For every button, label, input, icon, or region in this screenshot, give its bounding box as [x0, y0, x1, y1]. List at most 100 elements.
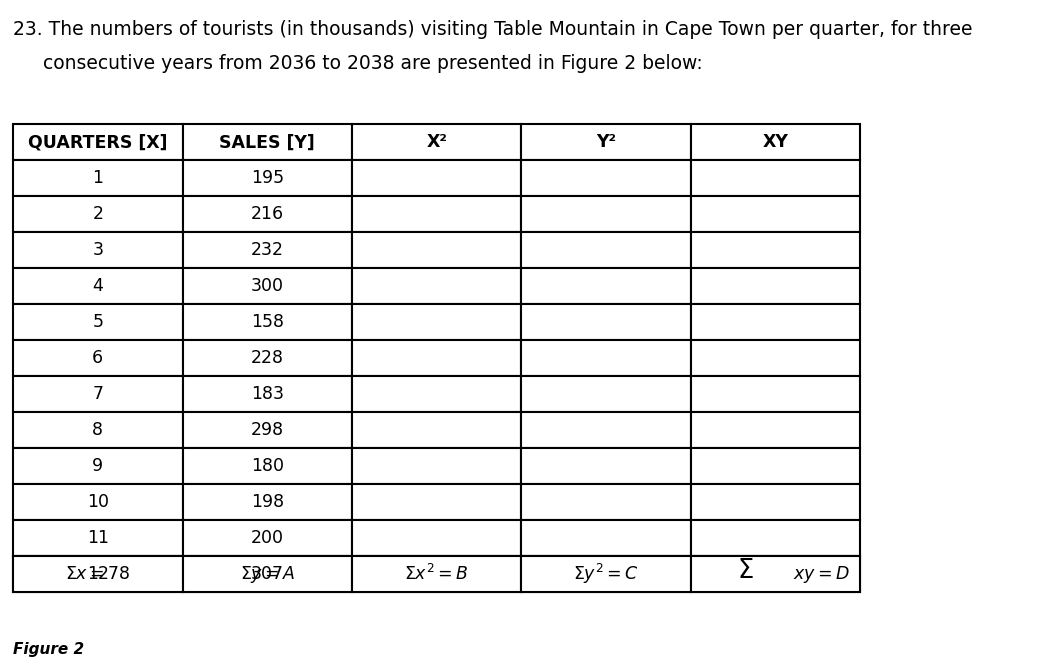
Bar — [691, 340, 861, 376]
Text: $\Sigma x = 78$: $\Sigma x = 78$ — [65, 565, 131, 583]
Bar — [352, 304, 521, 340]
Bar — [521, 556, 691, 592]
Bar — [521, 304, 691, 340]
Text: $\Sigma x^2 = B$: $\Sigma x^2 = B$ — [405, 564, 469, 585]
Text: 180: 180 — [251, 458, 283, 475]
Bar — [13, 413, 183, 448]
Bar — [13, 233, 183, 268]
Bar — [521, 196, 691, 233]
Text: 7: 7 — [92, 385, 104, 403]
Bar — [521, 376, 691, 413]
Text: 23. The numbers of tourists (in thousands) visiting Table Mountain in Cape Town : 23. The numbers of tourists (in thousand… — [13, 20, 973, 39]
Text: 158: 158 — [251, 313, 283, 331]
Text: $\Sigma$: $\Sigma$ — [737, 558, 754, 584]
Text: 298: 298 — [251, 421, 283, 439]
Text: 216: 216 — [251, 206, 283, 223]
Bar — [691, 304, 861, 340]
Bar — [352, 556, 521, 592]
Bar — [521, 340, 691, 376]
Bar — [13, 556, 183, 592]
Bar — [13, 448, 183, 485]
Bar — [352, 124, 521, 161]
Bar — [521, 268, 691, 304]
Bar — [352, 233, 521, 268]
Bar — [691, 413, 861, 448]
Bar — [352, 520, 521, 556]
Text: $\Sigma y = A$: $\Sigma y = A$ — [240, 564, 295, 585]
Bar — [352, 268, 521, 304]
Bar — [183, 520, 352, 556]
Bar — [521, 161, 691, 196]
Text: 200: 200 — [251, 530, 283, 547]
Text: XY: XY — [763, 133, 789, 151]
Bar — [13, 520, 183, 556]
Text: 195: 195 — [251, 169, 283, 187]
Text: 1: 1 — [92, 169, 104, 187]
Bar — [691, 376, 861, 413]
Bar — [13, 268, 183, 304]
Text: 10: 10 — [87, 493, 109, 511]
Text: 198: 198 — [251, 493, 283, 511]
Bar — [691, 268, 861, 304]
Bar — [691, 556, 861, 592]
Bar — [13, 376, 183, 413]
Bar — [13, 161, 183, 196]
Bar — [521, 233, 691, 268]
Bar — [13, 556, 183, 592]
Bar — [183, 340, 352, 376]
Bar — [521, 556, 691, 592]
Bar — [13, 304, 183, 340]
Bar — [521, 485, 691, 520]
Bar — [691, 485, 861, 520]
Bar — [691, 520, 861, 556]
Bar — [352, 556, 521, 592]
Bar — [691, 556, 861, 592]
Text: $xy = D$: $xy = D$ — [793, 564, 850, 585]
Text: 300: 300 — [251, 278, 283, 295]
Text: 3: 3 — [92, 241, 104, 259]
Bar — [521, 413, 691, 448]
Text: 11: 11 — [87, 530, 109, 547]
Text: QUARTERS [X]: QUARTERS [X] — [28, 133, 167, 151]
Text: 307: 307 — [251, 565, 283, 583]
Text: 8: 8 — [92, 421, 104, 439]
Bar — [352, 413, 521, 448]
Bar — [352, 340, 521, 376]
Text: 9: 9 — [92, 458, 104, 475]
Bar — [352, 448, 521, 485]
Bar — [183, 268, 352, 304]
Bar — [183, 556, 352, 592]
Bar — [521, 448, 691, 485]
Bar — [13, 485, 183, 520]
Bar — [183, 556, 352, 592]
Bar — [352, 376, 521, 413]
Text: 228: 228 — [251, 349, 283, 368]
Bar — [183, 161, 352, 196]
Bar — [691, 448, 861, 485]
Text: 6: 6 — [92, 349, 104, 368]
Bar — [13, 196, 183, 233]
Bar — [183, 233, 352, 268]
Bar — [183, 196, 352, 233]
Bar — [183, 376, 352, 413]
Text: 5: 5 — [92, 313, 104, 331]
Text: Figure 2: Figure 2 — [13, 642, 84, 657]
Text: consecutive years from 2036 to 2038 are presented in Figure 2 below:: consecutive years from 2036 to 2038 are … — [13, 54, 703, 73]
Bar — [691, 196, 861, 233]
Text: 183: 183 — [251, 385, 283, 403]
Bar — [691, 124, 861, 161]
Bar — [352, 161, 521, 196]
Text: $\Sigma y^2 = C$: $\Sigma y^2 = C$ — [573, 562, 639, 587]
Text: X²: X² — [427, 133, 447, 151]
Bar — [183, 124, 352, 161]
Text: 2: 2 — [92, 206, 104, 223]
Bar — [183, 485, 352, 520]
Bar — [13, 340, 183, 376]
Bar — [183, 448, 352, 485]
Text: 232: 232 — [251, 241, 283, 259]
Text: 4: 4 — [92, 278, 103, 295]
Bar — [183, 304, 352, 340]
Bar — [352, 485, 521, 520]
Bar — [521, 520, 691, 556]
Bar — [691, 233, 861, 268]
